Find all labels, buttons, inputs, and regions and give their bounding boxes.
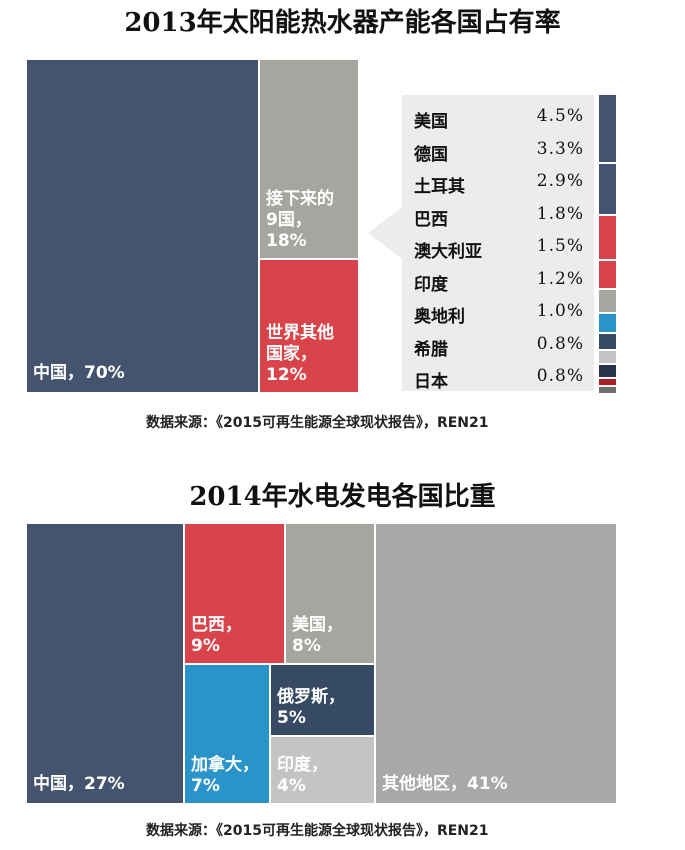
breakdown-swatch [599,215,616,259]
breakdown-value: 1.0% [536,301,584,321]
breakdown-row: 印度 1.2% [414,264,584,297]
chart2-source: 数据来源：《2015可再生能源全球现状报告》，REN21 [146,823,489,839]
breakdown-row: 日本 0.8% [414,361,584,394]
cell-label: 俄罗斯， 5% [277,687,345,728]
breakdown-swatch [599,379,616,385]
treemap-cell-other-regions: 其他地区，41% [376,524,616,803]
cell-label: 世界其他 国家， 12% [266,323,334,385]
chart1-source: 数据来源：《2015可再生能源全球现状报告》，REN21 [146,415,489,431]
cell-label: 美国， 8% [292,615,343,656]
breakdown-country: 美国 [414,112,448,132]
cell-label: 接下来的 9国， 18% [266,189,334,251]
breakdown-swatch [599,289,616,313]
cell-label: 加拿大， 7% [191,755,259,796]
breakdown-value: 4.5% [536,106,584,126]
breakdown-value: 2.9% [536,171,584,191]
cell-label: 印度， 4% [277,755,328,796]
treemap-cell-usa: 美国， 8% [286,524,374,663]
breakdown-row: 土耳其 2.9% [414,166,584,199]
breakdown-row: 巴西 1.8% [414,199,584,232]
breakdown-value: 1.5% [536,236,584,256]
treemap-cell-china: 中国，27% [27,524,183,803]
treemap-cell-brazil: 巴西， 9% [185,524,284,663]
chart2-title: 2014年水电发电各国比重 [189,482,496,512]
breakdown-swatch [599,365,616,378]
breakdown-swatch [599,164,616,214]
breakdown-callout: 美国 4.5% 德国 3.3% 土耳其 2.9% 巴西 1.8% 澳大利亚 1.5% 印度 1.2% 奥… [402,95,594,394]
breakdown-row: 澳大利亚 1.5% [414,231,584,264]
chart1-title: 2013年太阳能热水器产能各国占有率 [124,8,561,38]
cell-label: 巴西， 9% [191,615,242,656]
breakdown-swatch [599,95,616,163]
treemap-cell-rest-of-world: 世界其他 国家， 12% [260,260,358,392]
callout-pointer [368,207,402,259]
cell-label: 中国，27% [33,774,125,794]
breakdown-country: 澳大利亚 [414,242,482,262]
treemap-cell-next-9: 接下来的 9国， 18% [260,60,358,258]
breakdown-value: 0.8% [536,333,584,354]
treemap-cell-russia: 俄罗斯， 5% [271,665,374,735]
breakdown-swatch [599,351,616,364]
breakdown-row: 美国 4.5% [414,101,584,134]
treemap-cell-canada: 加拿大， 7% [185,665,269,803]
breakdown-country: 奥地利 [414,307,465,327]
breakdown-country: 德国 [414,144,448,165]
breakdown-value: 1.2% [536,268,584,289]
breakdown-row: 奥地利 1.0% [414,296,584,329]
breakdown-value: 1.8% [536,203,584,224]
breakdown-value: 3.3% [536,138,584,159]
breakdown-value: 0.8% [536,366,584,386]
treemap-cell-india: 印度， 4% [271,737,374,803]
breakdown-swatch [599,260,616,288]
cell-label: 中国，70% [33,363,125,383]
breakdown-swatch [599,314,616,333]
breakdown-swatch [599,387,616,393]
breakdown-row: 德国 3.3% [414,134,584,167]
breakdown-country: 巴西 [414,209,448,230]
breakdown-swatch [599,334,616,350]
breakdown-country: 希腊 [414,339,448,360]
breakdown-country: 日本 [414,372,448,392]
breakdown-country: 印度 [414,274,448,295]
treemap-cell-china: 中国，70% [27,60,258,392]
breakdown-row: 希腊 0.8% [414,329,584,362]
cell-label: 其他地区，41% [382,774,508,794]
breakdown-country: 土耳其 [414,177,465,197]
